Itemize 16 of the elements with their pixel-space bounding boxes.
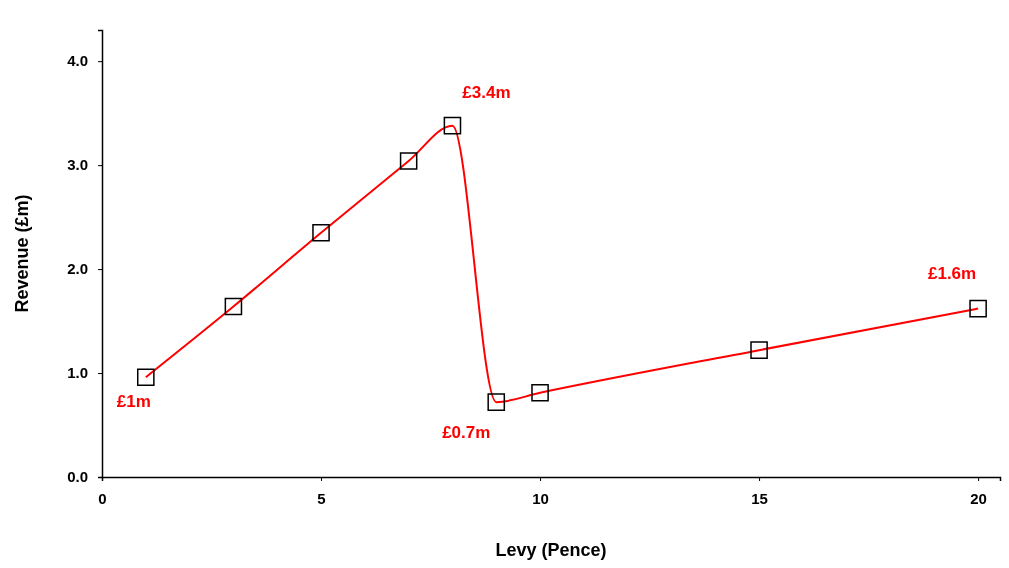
annotation: £3.4m [462, 82, 511, 102]
annotation: £1m [116, 392, 151, 412]
y-tick-label: 0.0 [67, 468, 88, 486]
x-tick-label: 15 [751, 489, 768, 507]
x-axis-title: Levy (Pence) [495, 540, 607, 560]
x-tick-label: 0 [98, 489, 107, 507]
annotation: £0.7m [442, 423, 491, 443]
y-tick-label: 4.0 [67, 52, 88, 70]
y-tick-label: 3.0 [67, 156, 88, 174]
x-tick-label: 10 [532, 489, 549, 507]
y-tick-label: 2.0 [67, 260, 88, 278]
x-tick-label: 20 [970, 489, 987, 507]
annotation: £1.6m [928, 263, 977, 283]
x-tick-label: 5 [317, 489, 326, 507]
y-axis-title: Revenue (£m) [12, 194, 32, 313]
y-tick-label: 1.0 [67, 364, 88, 382]
